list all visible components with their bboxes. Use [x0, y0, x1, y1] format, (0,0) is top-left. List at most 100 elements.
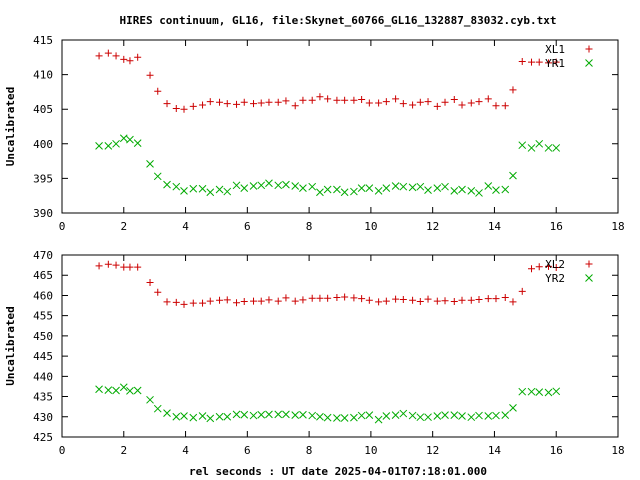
data-point [424, 413, 432, 422]
data-point [399, 100, 407, 108]
data-point [392, 295, 400, 303]
y-tick-label: 440 [33, 370, 53, 383]
data-point [308, 96, 316, 104]
data-point [416, 182, 425, 191]
data-point [104, 386, 113, 394]
series-YR1 [95, 134, 561, 197]
data-point [250, 297, 258, 305]
data-point [458, 101, 466, 109]
data-point [424, 295, 432, 303]
data-point [392, 95, 400, 103]
data-point [274, 410, 283, 419]
data-point [215, 185, 224, 194]
plot-panel-1: 0 2 4 6 8 10 12 14 16 18 390 395 400 405 410 415 Uncalib… [4, 34, 625, 233]
data-point [433, 297, 441, 305]
data-point [153, 172, 162, 181]
x-tick-label: 8 [306, 220, 313, 233]
data-point [545, 59, 552, 67]
data-point [545, 262, 552, 270]
data-point [424, 186, 432, 195]
data-point [299, 184, 307, 192]
data-point [134, 263, 142, 271]
data-point [433, 184, 442, 192]
data-point [484, 295, 492, 303]
data-point [350, 187, 358, 196]
y-tick-label: 395 [33, 172, 53, 185]
data-point [180, 412, 188, 420]
data-point [333, 414, 341, 422]
y-tick-label: 400 [33, 138, 53, 151]
data-point [450, 187, 459, 195]
legend-marker [585, 260, 593, 268]
data-point [535, 58, 543, 66]
data-point [324, 294, 332, 302]
data-point [333, 293, 341, 301]
data-point [223, 100, 231, 108]
data-point [120, 263, 128, 271]
data-point [216, 98, 224, 106]
y-tick-label: 445 [33, 350, 53, 363]
y-axis-label: Uncalibrated [4, 87, 17, 166]
data-point [308, 294, 316, 302]
data-point [223, 412, 232, 421]
data-point [441, 182, 449, 191]
data-point [535, 263, 543, 271]
data-point [399, 182, 408, 191]
data-point [120, 55, 128, 63]
legend-label: XL2 [545, 258, 565, 271]
x-tick-label: 18 [611, 220, 624, 233]
data-point [274, 297, 282, 305]
data-point [126, 263, 134, 271]
data-point [450, 96, 458, 104]
data-point [104, 142, 113, 150]
legend-marker [585, 45, 593, 53]
data-point [163, 180, 171, 189]
data-point [492, 295, 500, 303]
legend-label: YR2 [545, 272, 565, 285]
x-tick-label: 6 [244, 220, 251, 233]
data-point [509, 404, 517, 412]
data-point [199, 101, 207, 109]
data-point [112, 386, 120, 395]
data-point [409, 101, 417, 109]
data-point [153, 404, 162, 413]
data-point [341, 96, 349, 104]
y-tick-label: 450 [33, 330, 53, 343]
data-point [528, 265, 536, 273]
x-tick-label: 10 [364, 444, 377, 457]
data-point [458, 412, 466, 420]
data-point [552, 144, 561, 152]
data-point [365, 411, 374, 420]
data-point [552, 387, 561, 396]
data-point [382, 184, 391, 192]
data-point [95, 52, 103, 60]
data-point [544, 144, 553, 152]
x-tick-label: 12 [426, 220, 439, 233]
data-point [240, 298, 248, 306]
data-point [527, 144, 536, 152]
data-point [374, 415, 383, 424]
data-point [509, 171, 517, 180]
data-point [391, 411, 400, 420]
data-point [146, 279, 154, 287]
data-point [492, 411, 500, 420]
data-point [484, 412, 493, 420]
data-point [189, 299, 197, 307]
data-point [95, 142, 103, 150]
data-point [316, 93, 324, 101]
data-point [409, 296, 417, 304]
data-point [112, 52, 120, 60]
y-tick-label: 410 [33, 69, 53, 82]
data-point [535, 139, 544, 148]
data-point [450, 298, 458, 306]
data-point [475, 189, 483, 197]
data-point [492, 102, 500, 110]
x-tick-label: 2 [120, 444, 127, 457]
data-point [265, 296, 273, 304]
data-point [240, 184, 249, 192]
y-tick-label: 415 [33, 34, 53, 47]
data-point [154, 288, 162, 296]
data-point [375, 99, 383, 107]
series-XL1 [95, 49, 560, 113]
data-point [299, 296, 307, 304]
